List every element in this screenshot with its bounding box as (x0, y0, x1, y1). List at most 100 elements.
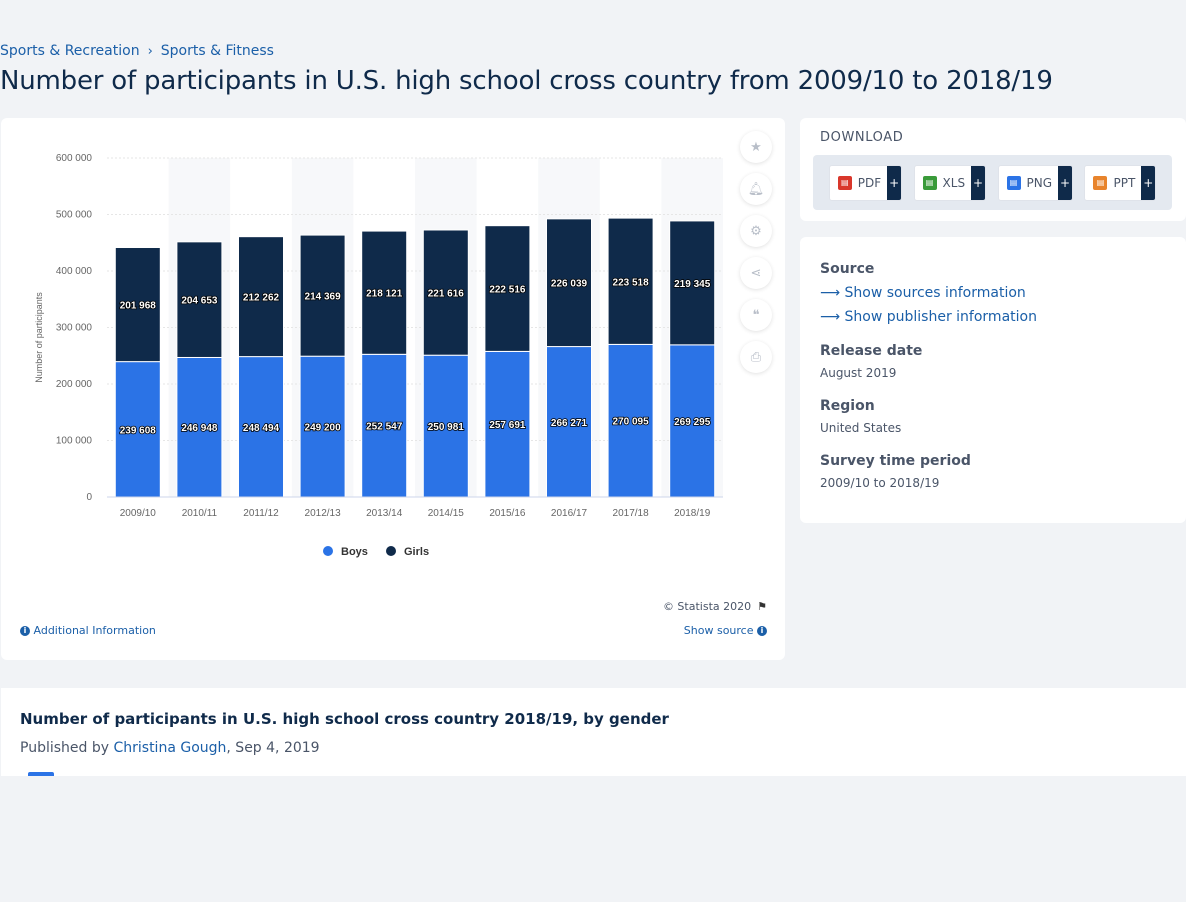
plus-icon: + (1058, 165, 1073, 200)
data-label-girls: 223 518 (613, 277, 650, 288)
bar-girls (114, 247, 161, 363)
pdf-file-icon: ▤ (837, 175, 852, 190)
legend-label-girls: Girls (404, 546, 429, 558)
data-label-boys: 266 271 (551, 418, 588, 429)
bar-boys (607, 343, 654, 498)
x-tick-label: 2012/13 (305, 508, 342, 519)
breadcrumb-separator: › (147, 43, 153, 59)
y-axis-label: Number of participants (34, 292, 44, 383)
survey-period-value: 2009/10 to 2018/19 (820, 476, 940, 490)
survey-period-heading: Survey time period (820, 453, 971, 469)
y-tick-label: 300 000 (56, 323, 93, 334)
data-label-girls: 221 616 (428, 289, 465, 300)
additional-info-link[interactable]: i Additional Information (20, 624, 156, 637)
download-png-label: PNG (1026, 175, 1053, 190)
y-tick-label: 100 000 (56, 436, 93, 447)
bar-boys (361, 353, 408, 498)
show-sources-label: Show sources information (844, 285, 1026, 301)
share-button[interactable]: ⋖ (740, 257, 772, 289)
download-title: DOWNLOAD (820, 130, 904, 145)
bottom-strip (0, 776, 1186, 902)
bar-boys (484, 350, 531, 498)
y-tick-label: 0 (86, 492, 92, 503)
related-title[interactable]: Number of participants in U.S. high scho… (20, 710, 669, 728)
plus-icon: + (971, 165, 986, 200)
x-tick-label: 2018/19 (674, 508, 711, 519)
favorite-button[interactable]: ★ (740, 131, 772, 163)
show-sources-link[interactable]: ⟶ Show sources information (820, 285, 1026, 301)
download-xls-label: XLS (942, 175, 966, 190)
show-publisher-label: Show publisher information (844, 309, 1037, 325)
data-label-girls: 201 968 (120, 301, 157, 312)
data-label-girls: 226 039 (551, 279, 588, 290)
download-pdf-button[interactable]: ▤ PDF + (828, 164, 903, 201)
y-tick-label: 600 000 (56, 153, 93, 164)
download-ppt-button[interactable]: ▤ PPT + (1084, 164, 1157, 201)
print-icon: ⎙ (750, 349, 762, 365)
show-publisher-link[interactable]: ⟶ Show publisher information (820, 309, 1037, 325)
data-label-girls: 204 653 (181, 296, 218, 307)
print-button[interactable]: ⎙ (740, 341, 772, 373)
arrow-right-icon: ⟶ (820, 309, 845, 325)
xls-file-icon: ▤ (922, 175, 937, 190)
download-xls-button[interactable]: ▤ XLS + (913, 164, 987, 201)
download-ppt-label: PPT (1113, 175, 1136, 190)
plus-icon: + (887, 165, 902, 200)
data-label-girls: 219 345 (674, 279, 711, 290)
bar-girls (484, 225, 531, 352)
data-label-girls: 218 121 (366, 289, 403, 300)
data-label-boys: 257 691 (489, 420, 526, 431)
settings-button[interactable]: ⚙ (740, 215, 772, 247)
download-pdf-label: PDF (857, 175, 882, 190)
chart-svg: 0 100 000 200 000 300 000 400 000 500 000 600 … (34, 153, 723, 558)
cite-button[interactable]: ❝ (740, 299, 772, 331)
bar-girls (238, 236, 284, 358)
data-label-boys: 250 981 (428, 422, 465, 433)
author-link[interactable]: Christina Gough (113, 740, 227, 756)
data-label-boys: 246 948 (181, 423, 218, 434)
published-line: Published by Christina Gough, Sep 4, 201… (20, 740, 320, 756)
breadcrumb-item-sports-recreation[interactable]: Sports & Recreation (0, 43, 140, 59)
additional-info-label: Additional Information (33, 624, 156, 637)
active-tab-indicator (28, 772, 54, 776)
data-label-girls: 222 516 (489, 285, 526, 296)
page-title: Number of participants in U.S. high scho… (0, 66, 1053, 96)
x-tick-label: 2016/17 (551, 508, 588, 519)
data-label-girls: 214 369 (305, 292, 342, 303)
share-icon: ⋖ (750, 265, 762, 281)
bar-girls (607, 217, 654, 345)
bar-girls (546, 218, 592, 348)
bar-girls (176, 241, 223, 358)
chart-tools: ★ 🔔︎ ⚙ ⋖ ❝ ⎙ (740, 131, 772, 383)
legend-label-boys: Boys (341, 546, 368, 558)
plus-icon: + (1141, 165, 1156, 200)
region-heading: Region (820, 398, 875, 414)
legend-marker-girls (386, 546, 396, 556)
flag-icon[interactable]: ⚑ (757, 600, 767, 613)
download-buttons: ▤ PDF + ▤ XLS + ▤ PNG + ▤ PPT + (813, 155, 1172, 210)
notification-button[interactable]: 🔔︎ (740, 173, 772, 205)
download-png-button[interactable]: ▤ PNG + (997, 164, 1074, 201)
bell-icon: 🔔︎ (747, 181, 765, 197)
x-tick-label: 2015/16 (489, 508, 526, 519)
y-tick-label: 500 000 (56, 210, 93, 221)
download-card: DOWNLOAD ▤ PDF + ▤ XLS + ▤ PNG + ▤ PPT + (800, 118, 1186, 221)
chart-card: 0 100 000 200 000 300 000 400 000 500 000 600 … (1, 118, 785, 660)
data-label-boys: 248 494 (243, 423, 280, 434)
bar-boys (238, 356, 284, 498)
source-heading: Source (820, 261, 875, 277)
show-source-link[interactable]: Show source i (684, 624, 767, 637)
y-tick-label: 200 000 (56, 379, 93, 390)
arrow-right-icon: ⟶ (820, 285, 845, 301)
release-date-value: August 2019 (820, 366, 897, 380)
breadcrumb-item-sports-fitness[interactable]: Sports & Fitness (160, 43, 274, 59)
quote-icon: ❝ (752, 307, 760, 323)
data-label-boys: 239 608 (120, 425, 157, 436)
data-label-boys: 270 095 (613, 417, 650, 428)
published-prefix: Published by (20, 740, 114, 756)
copyright-text: © Statista 2020 (662, 600, 752, 613)
breadcrumb: Sports & Recreation › Sports & Fitness (0, 43, 274, 59)
bar-girls (361, 230, 408, 355)
bar-boys (299, 355, 346, 498)
info-icon: i (757, 626, 767, 636)
